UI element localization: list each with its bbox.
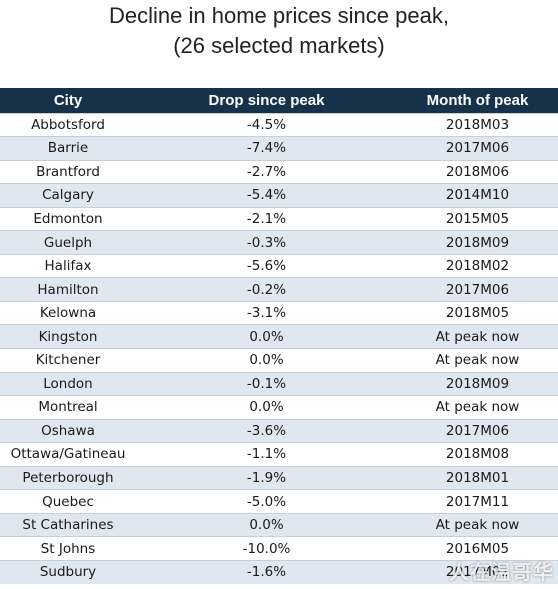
cell-city: Brantford: [0, 159, 136, 184]
cell-month: 2015M05: [397, 206, 558, 231]
column-header-month: Month of peak: [426, 91, 529, 109]
cell-city: Quebec: [0, 489, 136, 514]
cell-drop: -0.2%: [136, 277, 397, 302]
table-row: Peterborough -1.9% 2018M01: [0, 465, 558, 490]
table-row: Halifax -5.6% 2018M02: [0, 253, 558, 278]
table-row: Barrie -7.4% 2017M06: [0, 136, 558, 161]
cell-drop: -0.3%: [136, 230, 397, 255]
cell-city: Hamilton: [0, 277, 136, 302]
chart-subtitle: (26 selected markets): [173, 33, 385, 58]
table-row: Edmonton -2.1% 2015M05: [0, 206, 558, 231]
cell-month: At peak now: [397, 324, 558, 349]
cell-drop: 0.0%: [136, 347, 397, 373]
table-row: Calgary -5.4% 2014M10: [0, 183, 558, 208]
table-row: Brantford -2.7% 2018M06: [0, 159, 558, 184]
cell-city: Montreal: [0, 395, 136, 420]
cell-month: 2017M06: [397, 277, 558, 302]
cell-drop: -3.1%: [136, 300, 397, 325]
cell-drop: -5.4%: [136, 183, 397, 208]
table-row: Sudbury -1.6% 2017M02: [0, 559, 558, 584]
cell-city: Edmonton: [0, 206, 136, 231]
cell-city: Guelph: [0, 230, 136, 255]
cell-month: At peak now: [397, 347, 558, 373]
cell-city: Abbotsford: [0, 112, 136, 137]
cell-month: 2017M06: [397, 418, 558, 443]
cell-month: At peak now: [397, 512, 558, 537]
table-row: London -0.1% 2018M09: [0, 371, 558, 396]
column-header-drop: Drop since peak: [208, 91, 325, 109]
cell-month: 2018M03: [397, 112, 558, 137]
cell-drop: -5.6%: [136, 253, 397, 278]
cell-drop: -4.5%: [136, 112, 397, 137]
cell-city: Kingston: [0, 324, 136, 349]
cell-drop: -3.6%: [136, 418, 397, 443]
chart-title: Decline in home prices since peak,: [109, 3, 449, 28]
cell-drop: -0.1%: [136, 371, 397, 396]
cell-city: St Johns: [0, 536, 136, 561]
cell-month: 2016M05: [397, 536, 558, 561]
cell-month: 2018M05: [397, 300, 558, 325]
table-row: Kitchener 0.0% At peak now: [0, 347, 558, 373]
cell-city: St Catharines: [0, 512, 136, 537]
cell-drop: -2.1%: [136, 206, 397, 231]
cell-city: Barrie: [0, 136, 136, 161]
cell-drop: -10.0%: [136, 536, 397, 561]
cell-month: 2018M08: [397, 442, 558, 467]
table-row: Montreal 0.0% At peak now: [0, 395, 558, 420]
table-row: St Johns -10.0% 2016M05: [0, 536, 558, 561]
cell-drop: 0.0%: [136, 395, 397, 420]
cell-drop: -7.4%: [136, 136, 397, 161]
table-row: Kingston 0.0% At peak now: [0, 324, 558, 349]
cell-city: Calgary: [0, 183, 136, 208]
cell-drop: -5.0%: [136, 489, 397, 514]
cell-city: London: [0, 371, 136, 396]
cell-city: Kitchener: [0, 347, 136, 373]
cell-month: 2014M10: [397, 183, 558, 208]
table-row: St Catharines 0.0% At peak now: [0, 512, 558, 537]
table-header-row: City Drop since peak Month of peak: [0, 88, 558, 113]
table-row: Hamilton -0.2% 2017M06: [0, 277, 558, 302]
cell-month: 2018M09: [397, 230, 558, 255]
cell-drop: -1.9%: [136, 465, 397, 490]
cell-month: 2018M06: [397, 159, 558, 184]
cell-city: Oshawa: [0, 418, 136, 443]
table-row: Guelph -0.3% 2018M09: [0, 230, 558, 255]
cell-month: 2017M11: [397, 489, 558, 514]
column-header-city: City: [53, 91, 83, 109]
cell-drop: -2.7%: [136, 159, 397, 184]
cell-city: Sudbury: [0, 559, 136, 584]
cell-drop: -1.1%: [136, 442, 397, 467]
home-price-table: City Drop since peak Month of peak Abbot…: [0, 88, 558, 584]
cell-city: Kelowna: [0, 300, 136, 325]
table-row: Kelowna -3.1% 2018M05: [0, 300, 558, 325]
cell-month: At peak now: [397, 395, 558, 420]
cell-month: 2018M01: [397, 465, 558, 490]
table-row: Quebec -5.0% 2017M11: [0, 489, 558, 514]
cell-city: Peterborough: [0, 465, 136, 490]
table-row: Ottawa/Gatineau -1.1% 2018M08: [0, 442, 558, 467]
cell-city: Halifax: [0, 253, 136, 278]
cell-month: 2017M02: [397, 559, 558, 584]
table-row: Oshawa -3.6% 2017M06: [0, 418, 558, 443]
cell-month: 2018M02: [397, 253, 558, 278]
watermark-text: 人在温哥华: [449, 560, 554, 584]
cell-drop: 0.0%: [136, 512, 397, 537]
cell-month: 2017M06: [397, 136, 558, 161]
cell-month: 2018M09: [397, 371, 558, 396]
table-row: Abbotsford -4.5% 2018M03: [0, 112, 558, 137]
cell-drop: 0.0%: [136, 324, 397, 349]
watermark-logo: 人在温哥华: [449, 556, 554, 585]
cell-city: Ottawa/Gatineau: [0, 442, 136, 467]
cell-drop: -1.6%: [136, 559, 397, 584]
